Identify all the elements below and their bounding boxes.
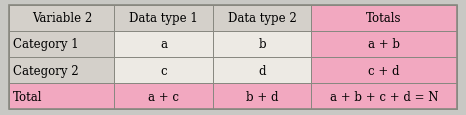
Bar [213,58,311,83]
Text: Data type 2: Data type 2 [228,12,296,25]
Text: Variable 2: Variable 2 [32,12,92,25]
Text: d: d [258,64,266,77]
Text: Totals: Totals [366,12,402,25]
Text: a + b: a + b [368,38,400,51]
Bar [311,32,457,58]
Text: Total: Total [13,90,42,103]
Bar [213,83,311,109]
Bar [115,32,213,58]
Text: b + d: b + d [246,90,278,103]
Bar [311,83,457,109]
Text: a + b + c + d = N: a + b + c + d = N [330,90,438,103]
Text: a: a [160,38,167,51]
Bar [311,58,457,83]
Bar [9,6,115,32]
Bar [213,32,311,58]
Bar [115,83,213,109]
Text: Data type 1: Data type 1 [129,12,198,25]
Bar [115,6,213,32]
Text: Category 2: Category 2 [13,64,79,77]
Bar [9,32,115,58]
Text: a + c: a + c [148,90,179,103]
Bar [9,83,115,109]
Bar [115,58,213,83]
Text: b: b [258,38,266,51]
Bar [9,58,115,83]
Bar [213,6,311,32]
Text: Category 1: Category 1 [13,38,79,51]
Text: c + d: c + d [368,64,400,77]
Text: c: c [160,64,167,77]
Bar [311,6,457,32]
